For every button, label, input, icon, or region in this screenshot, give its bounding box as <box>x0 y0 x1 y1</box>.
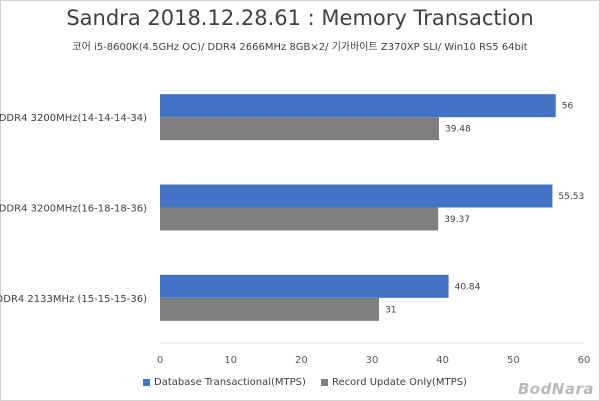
category-1-data-label-series-1: 56 <box>562 102 574 112</box>
x-tick-label-10: 10 <box>224 355 237 366</box>
category-2-data-label-series-1: 55.53 <box>558 192 584 202</box>
bodnara-logo: BodNara <box>517 380 594 398</box>
legend-swatch-record-update <box>321 379 328 386</box>
legend-item-record-update: Record Update Only(MTPS) <box>321 377 467 388</box>
legend-swatch-database-transactional <box>143 379 150 386</box>
legend: Database Transactional(MTPS) Record Upda… <box>0 377 600 393</box>
category-2-data-label-series-2: 39.37 <box>444 215 470 225</box>
chart-subtitle: 코어 i5-8600K(4.5GHz OC)/ DDR4 2666MHz 8GB… <box>72 42 528 53</box>
x-tick-label-50: 50 <box>507 355 520 366</box>
category-3-bar-series-1 <box>160 274 449 298</box>
category-1-label: DDR4 3200MHz(14-14-14-34) <box>0 113 147 124</box>
category-3-label: DDR4 2133MHz (15-15-15-36) <box>0 294 147 305</box>
category-1-data-label-series-2: 39.48 <box>445 125 471 135</box>
x-tick-label-40: 40 <box>436 355 449 366</box>
category-1-bar-series-1 <box>160 94 556 118</box>
category-3-data-label-series-2: 31 <box>385 305 396 315</box>
legend-item-database-transactional: Database Transactional(MTPS) <box>143 377 306 388</box>
chart-title: Sandra 2018.12.28.61 : Memory Transactio… <box>66 6 534 30</box>
x-tick-label-30: 30 <box>366 355 379 366</box>
x-tick-label-0: 0 <box>157 355 163 366</box>
x-tick-label-20: 20 <box>295 355 308 366</box>
category-2-label: DDR4 3200MHz(16-18-18-36) <box>0 204 147 215</box>
category-1-bar-series-2 <box>160 117 439 141</box>
legend-label-record-update: Record Update Only(MTPS) <box>332 377 467 388</box>
legend-label-database-transactional: Database Transactional(MTPS) <box>154 377 306 388</box>
category-2-bar-series-1 <box>160 184 553 208</box>
category-3-data-label-series-1: 40.84 <box>455 282 481 292</box>
category-3-bar-series-2 <box>160 297 380 321</box>
category-2-bar-series-2 <box>160 207 439 231</box>
x-tick-label-60: 60 <box>578 355 591 366</box>
